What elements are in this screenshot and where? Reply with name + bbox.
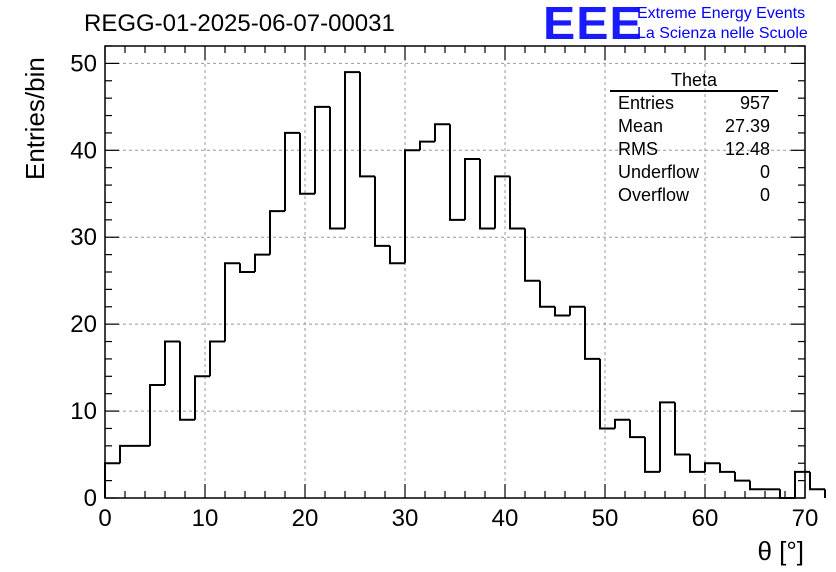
histogram-bin xyxy=(509,176,525,230)
histogram-bin xyxy=(164,340,180,385)
stats-label: Overflow xyxy=(618,185,690,205)
y-axis-label: Entries/bin xyxy=(20,57,50,180)
histogram-bin xyxy=(494,175,510,229)
histogram-bin xyxy=(419,140,435,151)
histogram-bin xyxy=(749,480,765,491)
x-tick-label: 50 xyxy=(592,505,619,532)
histogram-bin xyxy=(389,245,405,265)
histogram-bin xyxy=(809,471,825,491)
stats-value: 12.48 xyxy=(724,139,770,159)
histogram-bin xyxy=(614,418,630,429)
run-title: REGG-01-2025-06-07-00031 xyxy=(84,10,395,37)
stats-value: 957 xyxy=(739,93,770,113)
stats-row-overflow: Overflow 0 xyxy=(610,184,778,207)
x-tick-label: 30 xyxy=(392,505,419,532)
histogram-bin xyxy=(209,340,225,377)
histogram-bin xyxy=(239,263,255,273)
histogram-bin xyxy=(314,105,330,194)
histogram-bin xyxy=(479,159,495,230)
histogram-bin xyxy=(254,253,270,272)
histogram-bin xyxy=(284,131,300,212)
histogram-bin xyxy=(329,106,345,230)
stats-row-mean: Mean 27.39 xyxy=(610,115,778,138)
histogram-bin xyxy=(554,306,570,317)
histogram-bin xyxy=(359,72,375,178)
eee-logo: EEE xyxy=(543,0,643,49)
histogram-bin xyxy=(269,210,285,255)
x-tick-label: 70 xyxy=(792,505,819,532)
histogram-bin xyxy=(224,262,240,342)
histogram-bin xyxy=(374,176,390,247)
histogram-bin xyxy=(629,419,645,439)
histogram-bin xyxy=(719,463,735,473)
histogram-bin xyxy=(434,123,450,142)
project-name: Extreme Energy Events La Scienza nelle S… xyxy=(637,4,808,44)
plot-frame xyxy=(104,45,806,499)
histogram-bin xyxy=(659,401,675,472)
stats-row-underflow: Underflow 0 xyxy=(610,161,778,184)
histogram-bin xyxy=(449,124,465,221)
histogram-bin xyxy=(404,149,420,264)
histogram-bin xyxy=(569,305,585,316)
histogram-bin xyxy=(194,375,210,420)
y-tick-label: 0 xyxy=(84,485,97,512)
histogram-bin xyxy=(344,71,360,229)
stats-title: Theta xyxy=(610,70,778,92)
x-tick-label: 0 xyxy=(98,505,111,532)
y-tick-label: 10 xyxy=(70,398,97,425)
histogram-bin xyxy=(644,437,660,473)
histogram-bin xyxy=(584,306,600,360)
histogram-bin xyxy=(704,462,720,472)
histogram-bin xyxy=(674,402,690,456)
histogram-bin xyxy=(119,444,135,464)
histogram-bin xyxy=(464,158,480,220)
x-tick-label: 10 xyxy=(192,505,219,532)
x-tick-label: 60 xyxy=(692,505,719,532)
x-tick-label: 20 xyxy=(292,505,319,532)
histogram-bin xyxy=(779,489,795,499)
histogram-bin xyxy=(299,132,315,195)
x-tick-label: 40 xyxy=(492,505,519,532)
stats-value: 27.39 xyxy=(724,116,770,136)
histogram-bin xyxy=(734,471,750,482)
histogram-bin xyxy=(689,454,705,473)
histogram-bin xyxy=(149,384,165,446)
histogram-bin xyxy=(179,341,195,421)
stats-label: RMS xyxy=(618,139,658,159)
stats-row-rms: RMS 12.48 xyxy=(610,138,778,161)
x-axis-label: θ [°] xyxy=(757,536,804,566)
stats-label: Entries xyxy=(618,93,675,113)
histogram-bin xyxy=(794,470,810,498)
project-line-1: Extreme Energy Events xyxy=(637,5,806,22)
project-line-2: La Scienza nelle Scuole xyxy=(637,25,808,42)
y-tick-label: 20 xyxy=(70,311,97,338)
stats-row-entries: Entries 957 xyxy=(610,92,778,115)
y-tick-label: 40 xyxy=(70,137,97,164)
histogram-bin xyxy=(524,228,540,282)
stats-label: Mean xyxy=(618,116,664,136)
histogram-bin xyxy=(539,280,555,308)
y-tick-label: 50 xyxy=(70,50,97,77)
stats-box: Theta Entries 957 Mean 27.39 RMS 12.48 U… xyxy=(610,70,778,207)
histogram-bin xyxy=(599,358,615,430)
stats-label: Underflow xyxy=(618,162,700,182)
y-tick-label: 30 xyxy=(70,224,97,251)
stats-value: 0 xyxy=(759,162,770,182)
stats-value: 0 xyxy=(759,185,770,205)
